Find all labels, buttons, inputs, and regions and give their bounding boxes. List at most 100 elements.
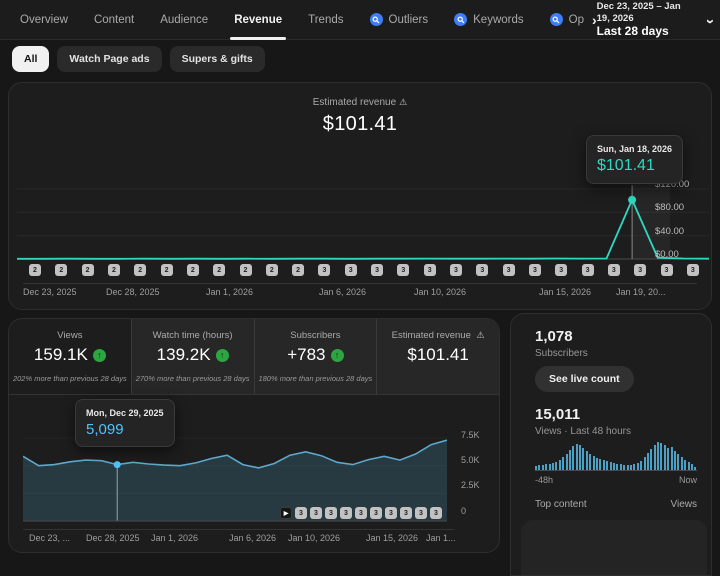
metric-value: +783 ↑ xyxy=(255,345,377,365)
video-thumbnail-marker[interactable]: 3 xyxy=(400,507,412,519)
views-48h-bar-chart[interactable] xyxy=(535,440,697,471)
metric-card-views[interactable]: Views 159.1K ↑ 202% more than previous 28 d… xyxy=(9,319,132,394)
video-upload-marker[interactable]: 3 xyxy=(476,264,489,276)
hourly-views-bar xyxy=(687,462,690,470)
play-button-icon[interactable]: ▶ xyxy=(280,507,292,519)
x-axis-tick-label: Jan 6, 2026 xyxy=(319,287,367,297)
video-upload-marker[interactable]: 2 xyxy=(292,264,305,276)
metric-card-watch-time-hours[interactable]: Watch time (hours) 139.2K ↑ 270% more than … xyxy=(132,319,255,394)
revenue-card-value: $101.41 xyxy=(322,113,398,135)
views-area-chart[interactable] xyxy=(23,434,447,524)
video-upload-marker[interactable]: 2 xyxy=(107,264,120,276)
hourly-views-bar xyxy=(582,448,585,470)
video-upload-marker[interactable]: 2 xyxy=(134,264,147,276)
hourly-views-bar xyxy=(541,465,544,470)
hourly-views-bar xyxy=(677,454,680,470)
filter-chip-supers-gifts[interactable]: Supers & gifts xyxy=(169,46,265,72)
tab-keywords[interactable]: Keywords xyxy=(454,0,524,39)
filter-chip-all[interactable]: All xyxy=(12,46,50,72)
video-upload-marker[interactable]: 2 xyxy=(160,264,173,276)
tab-trends[interactable]: Trends xyxy=(308,0,343,39)
tooltip-value: 5,099 xyxy=(86,421,124,438)
x-axis-tick-label: Jan 1... xyxy=(426,533,456,543)
hourly-views-bar xyxy=(674,451,677,470)
tab-label: Trends xyxy=(308,13,344,26)
revenue-line-chart[interactable] xyxy=(17,183,709,263)
y-axis-tick-label: $0.00 xyxy=(655,249,679,260)
video-upload-marker[interactable]: 2 xyxy=(239,264,252,276)
video-upload-marker[interactable]: 3 xyxy=(555,264,568,276)
tab-label: Outliers xyxy=(388,13,429,26)
video-upload-marker[interactable]: 3 xyxy=(371,264,384,276)
tab-content[interactable]: Content xyxy=(94,0,134,39)
video-upload-marker[interactable]: 3 xyxy=(634,264,647,276)
hourly-views-bar xyxy=(548,464,551,470)
hourly-views-bar xyxy=(680,457,683,470)
hourly-views-bar xyxy=(592,456,595,470)
video-upload-marker[interactable]: 3 xyxy=(450,264,462,276)
video-upload-marker[interactable]: 2 xyxy=(55,264,68,276)
hourly-views-bar xyxy=(609,462,612,470)
video-upload-marker[interactable]: 2 xyxy=(213,264,226,276)
daily-video-marker-row: 2 2 2 2 2 2 2 2 2 2 2 3 3 3 3 3 3 3 3 3 3 3 3 3 3 3 xyxy=(29,264,699,276)
tab-outliers[interactable]: Outliers xyxy=(369,0,429,39)
tab-label: Content xyxy=(93,13,135,26)
video-thumbnail-marker[interactable]: 3 xyxy=(430,507,442,519)
metric-card-subscribers[interactable]: Subscribers +783 ↑ 180% more than previous … xyxy=(255,319,378,394)
hourly-views-bar xyxy=(663,445,666,470)
filter-chip-watch-page-ads[interactable]: Watch Page ads xyxy=(57,46,162,72)
video-thumbnail-marker[interactable]: 3 xyxy=(415,507,427,519)
hourly-views-bar xyxy=(633,464,636,470)
video-upload-marker[interactable]: 2 xyxy=(186,264,199,276)
tabs-overflow-chevron-right-icon[interactable]: › xyxy=(591,11,597,28)
video-upload-marker[interactable]: 3 xyxy=(502,264,515,276)
date-range-picker[interactable]: Dec 23, 2025 – Jan 19, 2026 Last 28 days xyxy=(597,0,692,39)
realtime-views-count: 15,011 xyxy=(535,406,581,423)
hourly-views-bar xyxy=(660,443,663,470)
video-upload-marker[interactable]: 2 xyxy=(81,264,94,276)
tab-op[interactable]: Op xyxy=(549,0,584,39)
hourly-views-bar xyxy=(562,457,565,470)
x-axis-tick-label: Dec 28, 2025 xyxy=(106,287,160,297)
video-upload-marker[interactable]: 3 xyxy=(318,264,331,276)
hourly-views-bar xyxy=(623,465,626,470)
revenue-card-header: Estimated revenue ⚠ $101.41 xyxy=(9,92,711,136)
video-upload-marker[interactable]: 3 xyxy=(607,264,620,276)
video-thumbnail-marker[interactable]: 3 xyxy=(295,507,307,519)
collapse-chevron-down-icon[interactable]: › xyxy=(702,19,719,24)
hourly-views-bar xyxy=(694,467,697,470)
metric-card-estimated-revenue[interactable]: Estimated revenue ⚠ $101.41 xyxy=(377,319,499,394)
metric-label: Estimated revenue ⚠ xyxy=(391,330,485,341)
video-upload-marker[interactable]: 3 xyxy=(397,264,410,276)
video-thumbnail-marker[interactable]: 3 xyxy=(340,507,352,519)
tab-overview[interactable]: Overview xyxy=(20,0,68,39)
realtime-bar-axis: -48h Now xyxy=(535,475,697,485)
video-thumbnail-marker[interactable]: 3 xyxy=(355,507,367,519)
video-thumbnail-marker[interactable]: 3 xyxy=(385,507,397,519)
hourly-views-bar xyxy=(599,459,602,470)
video-upload-marker[interactable]: 3 xyxy=(528,264,541,276)
hourly-views-bar xyxy=(650,449,653,470)
metric-value: $101.41 xyxy=(407,345,469,364)
video-upload-marker[interactable]: 3 xyxy=(344,264,357,276)
hourly-views-bar xyxy=(653,445,656,470)
metric-card-strip: Views 159.1K ↑ 202% more than previous 28 d… xyxy=(9,319,499,395)
metric-label: Watch time (hours) xyxy=(152,330,233,341)
video-upload-marker[interactable]: 3 xyxy=(660,264,673,276)
tab-revenue[interactable]: Revenue xyxy=(230,0,287,40)
see-live-count-button[interactable]: See live count xyxy=(535,366,634,392)
y-axis-tick-label: $120.00 xyxy=(655,179,690,190)
video-upload-marker[interactable]: 3 xyxy=(686,264,699,276)
axis-end-label: Now xyxy=(678,475,697,485)
video-upload-marker[interactable]: 3 xyxy=(423,264,436,276)
tab-label: Revenue xyxy=(234,13,283,26)
video-upload-marker[interactable]: 2 xyxy=(265,264,278,276)
video-thumbnail-marker[interactable]: 3 xyxy=(325,507,337,519)
tab-audience[interactable]: Audience xyxy=(160,0,208,39)
video-upload-marker[interactable]: 3 xyxy=(581,264,594,276)
video-upload-marker[interactable]: 2 xyxy=(29,264,41,276)
analytics-tab-bar: Overview Content Audience Revenue Trends Outl… xyxy=(0,0,720,40)
video-thumbnail-marker[interactable]: 3 xyxy=(310,507,322,519)
video-thumbnail-marker[interactable]: 3 xyxy=(370,507,382,519)
tooltip-date: Sun, Jan 18, 2026 xyxy=(597,144,673,154)
